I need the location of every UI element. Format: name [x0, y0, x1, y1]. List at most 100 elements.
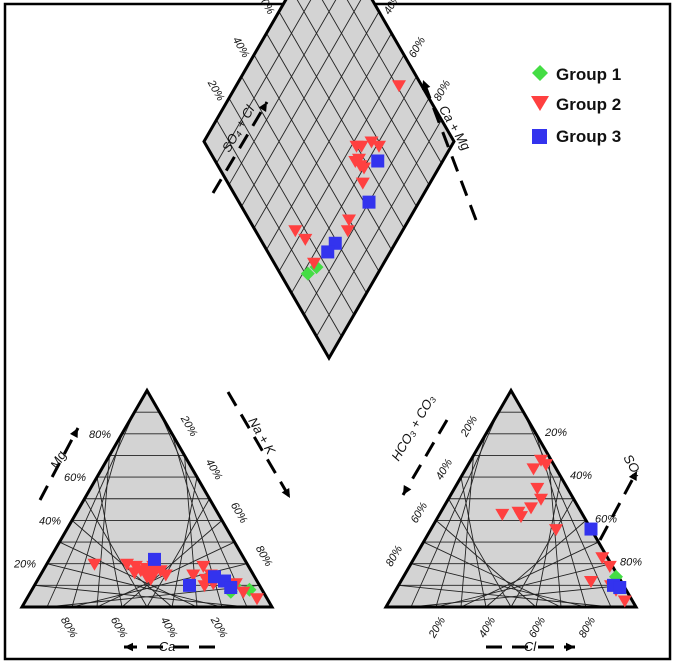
so4-cl-arrow-head — [258, 102, 267, 112]
anion-point-group-3 — [613, 581, 627, 595]
cation-grid-line — [159, 411, 248, 608]
diamond-outline — [202, 0, 456, 361]
cation-point-group-3 — [224, 581, 238, 595]
diamond-point-group-2 — [307, 257, 321, 270]
diamond-area — [204, 0, 454, 358]
cation-point-group-3 — [183, 578, 196, 592]
anion-grid-line — [448, 498, 512, 608]
so4-arrow-head — [628, 471, 637, 481]
anion-point-group-2 — [584, 576, 598, 588]
cation-point-group-2 — [143, 573, 158, 586]
grid-lines — [34, 0, 624, 608]
cation-triangle-outline — [19, 387, 275, 609]
diamond-grid-line — [228, 0, 337, 186]
anion-point-group-2 — [617, 595, 632, 608]
legend-marker-group-3 — [532, 129, 547, 144]
cation-point-group-3 — [148, 552, 161, 566]
anion-point-group-2 — [602, 560, 617, 573]
anion-point-group-2 — [526, 463, 541, 476]
anion-point-group-2 — [495, 508, 510, 521]
diamond-point-group-2 — [392, 80, 406, 93]
axis-arrows — [38, 79, 639, 652]
cation-grid-line — [34, 584, 248, 608]
diamond-point-group-3 — [321, 245, 335, 259]
mg-arrow-shaft — [38, 427, 80, 501]
ca-axis-label: Ca — [159, 639, 176, 654]
diamond-grid-line — [346, 0, 442, 164]
anion-grid-line — [435, 520, 537, 608]
cation-point-group-2 — [158, 569, 173, 582]
plot-outlines — [19, 0, 639, 609]
diamond-point-group-2 — [349, 140, 364, 153]
mg-tick-label: 60% — [64, 472, 86, 484]
anion-grid-line — [535, 477, 562, 608]
legend-label-group-2: Group 2 — [556, 95, 621, 114]
diamond-point-group-2 — [342, 214, 356, 227]
anion-point-group-2 — [514, 511, 528, 524]
diamond-point-group-2 — [298, 233, 313, 246]
diamond-point-group-2 — [372, 140, 386, 153]
diamond-point-group-2 — [364, 136, 379, 149]
mg-tick-label: 80% — [89, 429, 111, 441]
so4-tick-label: 60% — [595, 513, 617, 525]
diamond-point-group-2 — [355, 177, 370, 190]
legend-label-group-3: Group 3 — [556, 127, 621, 146]
mg-tick-label: 20% — [13, 559, 36, 571]
anion-point-group-2 — [539, 459, 553, 472]
legend-item-group-2: Group 2 — [531, 95, 621, 114]
anion-point-group-2 — [549, 524, 563, 537]
anion-grid-line — [523, 411, 612, 608]
anion-point-group-2 — [524, 502, 538, 515]
anion-grid-line — [398, 584, 612, 608]
diamond-grid-line — [241, 0, 362, 207]
anion-point-group-2 — [595, 552, 610, 565]
cl-axis-label: Cl — [524, 639, 537, 654]
cation-point-group-2 — [87, 558, 102, 571]
legend-item-group-3: Group 3 — [532, 127, 621, 146]
anion-grid-line — [423, 541, 562, 608]
mg-arrow-head — [70, 428, 78, 438]
na-k-arrow-shaft — [226, 391, 292, 499]
diamond-grid-line — [253, 11, 380, 229]
anion-point-group-2 — [530, 482, 545, 495]
mg-tick-label: 40% — [39, 515, 61, 527]
legend-marker-group-2 — [531, 96, 549, 111]
diamond-point-group-3 — [362, 195, 376, 209]
data-points — [87, 80, 632, 608]
cation-point-group-2 — [127, 567, 142, 580]
legend: Group 1 Group 2 Group 3 — [531, 65, 621, 146]
cation-grid-line — [84, 498, 148, 608]
anion-grid-line — [410, 563, 587, 608]
ca-arrow-head — [124, 642, 133, 652]
so4-tick-label: 20% — [544, 427, 567, 439]
cl-arrow-head — [566, 642, 575, 652]
anion-grid-line — [510, 498, 574, 608]
so4-cl-arrow-shaft — [211, 101, 269, 194]
diamond-grid-line — [216, 0, 312, 164]
so4-tick-label: 40% — [570, 470, 592, 482]
cation-point-group-2 — [236, 586, 251, 599]
diamond-grid-line — [321, 0, 430, 186]
so4-tick-label: 80% — [620, 557, 642, 569]
diamond-point-group-2 — [353, 160, 368, 173]
hco3-co3-arrow-shaft — [401, 419, 449, 496]
cation-grid-line — [146, 498, 210, 608]
anion-point-group-2 — [534, 493, 548, 506]
anion-triangle-outline — [383, 387, 639, 609]
diamond-grid-line — [278, 11, 405, 229]
legend-label-group-1: Group 1 — [556, 65, 621, 84]
cation-point-group-2 — [196, 560, 211, 573]
cation-grid-line — [71, 520, 173, 608]
cation-grid-line — [171, 477, 198, 608]
diamond-point-group-2 — [288, 225, 303, 238]
cation-point-group-2 — [250, 593, 264, 606]
anion-point-group-3 — [584, 522, 598, 536]
diamond-point-group-2 — [340, 225, 355, 238]
cation-grid-line — [46, 563, 223, 608]
cation-grid-line — [59, 541, 198, 608]
diamond-grid-line — [296, 0, 417, 207]
cation-point-group-3 — [208, 570, 221, 584]
cation-point-group-2 — [186, 569, 201, 582]
